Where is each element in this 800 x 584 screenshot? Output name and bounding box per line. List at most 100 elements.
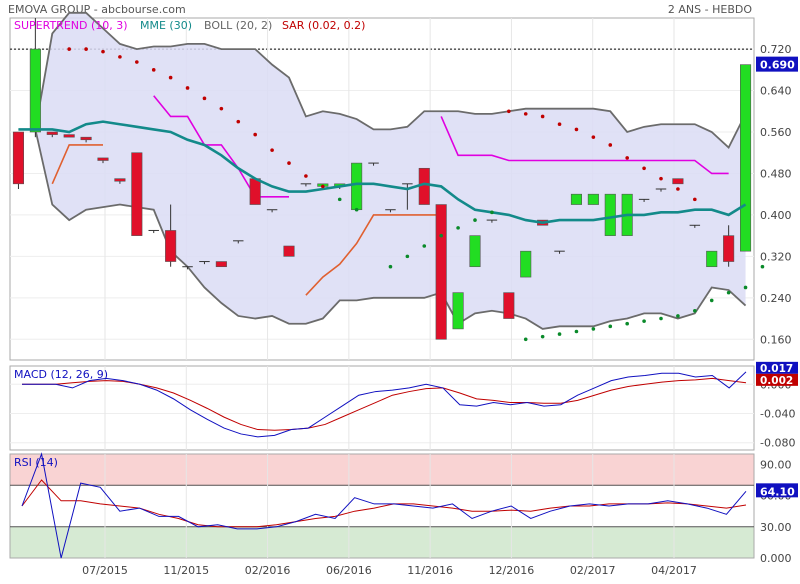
sar-dot — [540, 114, 545, 119]
macd-tick-label: -0.040 — [760, 407, 795, 420]
candle-body — [97, 157, 109, 161]
candle-body — [12, 131, 24, 185]
price-tick-label: 0.320 — [760, 250, 792, 263]
candle-body — [740, 64, 752, 252]
sar-dot — [473, 218, 477, 222]
sar-dot — [608, 324, 613, 329]
sar-dot — [67, 47, 71, 51]
x-tick-label: 12/2016 — [489, 564, 535, 577]
sar-dot — [456, 226, 460, 230]
supertrend-lower-segment — [305, 214, 442, 296]
macd-last-box — [756, 361, 798, 374]
sar-dot — [676, 314, 680, 318]
rsi-label: RSI (14) — [14, 456, 58, 469]
sar-dot — [760, 264, 765, 269]
legend: SUPERTREND (10, 3) MME (30) BOLL (20, 2)… — [14, 19, 365, 32]
sar-dot — [523, 337, 528, 342]
period-label: 2 ANS - HEBDO — [668, 3, 752, 16]
sar-dot — [540, 334, 545, 339]
bollinger-upper-line — [18, 11, 747, 150]
supertrend-upper-segment — [153, 95, 289, 198]
macd-last-value: 0.017 — [760, 363, 793, 375]
sar-dots — [67, 47, 765, 342]
candle-body — [215, 261, 227, 268]
rsi-lines — [21, 452, 747, 559]
candle-body — [604, 193, 616, 236]
sar-dot — [642, 319, 646, 323]
price-tick-label: 0.160 — [760, 333, 792, 346]
price-tick-label: 0.560 — [760, 126, 792, 139]
last-price-label: 0.690 — [760, 59, 795, 72]
candle-body — [114, 178, 126, 182]
candle-body — [503, 292, 515, 319]
sar-dot — [202, 96, 207, 101]
x-axis: 07/2015 11/2015 02/2016 06/2016 11/2016 12/20… — [82, 564, 697, 577]
rsi-overbought-zone — [10, 454, 754, 486]
supertrend-lines — [51, 95, 729, 296]
rsi-last-box — [756, 483, 798, 498]
candle-body — [283, 245, 295, 257]
sar-dot — [659, 176, 663, 181]
candle-body — [672, 178, 684, 185]
sar-dot — [709, 298, 714, 303]
macd-main-line — [22, 371, 747, 438]
candle-body — [452, 292, 464, 330]
sar-dot — [168, 75, 173, 80]
price-tick-label: 0.400 — [760, 209, 792, 222]
sar-dot — [693, 308, 697, 313]
candle-body — [587, 193, 599, 205]
candle-body — [469, 235, 481, 268]
sar-dot — [84, 47, 88, 51]
rsi-tick-label: 0.000 — [760, 552, 792, 565]
sar-dot — [354, 207, 359, 212]
price-axis: 0.720 0.640 0.560 0.480 0.400 0.320 0.240 0.160… — [756, 43, 798, 346]
candle-body — [570, 193, 582, 205]
sar-dot — [743, 285, 748, 290]
x-tick-label: 02/2017 — [570, 564, 616, 577]
sar-dot — [490, 210, 494, 215]
macd-tick-label: -0.080 — [760, 437, 795, 450]
sar-dot — [557, 332, 562, 336]
sar-dot — [101, 49, 105, 54]
supertrend-lower-segment — [51, 144, 103, 185]
rsi-oversold-zone — [10, 526, 754, 558]
sar-dot — [185, 86, 190, 90]
sar-dot — [219, 106, 224, 111]
bollinger-band — [18, 11, 747, 330]
sar-dot — [557, 122, 562, 127]
sar-dot — [625, 321, 629, 326]
x-tick-label: 06/2016 — [326, 564, 372, 577]
x-tick-label: 04/2017 — [651, 564, 697, 577]
macd-lines — [22, 371, 747, 438]
rsi-main-line — [21, 452, 747, 559]
sar-dot — [659, 316, 663, 321]
legend-supertrend: SUPERTREND (10, 3) — [14, 19, 128, 32]
candle-body — [418, 167, 430, 205]
candle-body — [723, 235, 735, 262]
last-price-box — [756, 56, 798, 72]
sar-dot — [439, 233, 443, 238]
chart-title: EMOVA GROUP - abcbourse.com — [8, 3, 186, 16]
candle-body — [131, 152, 143, 236]
sar-dot — [625, 156, 629, 160]
sar-dot — [608, 143, 613, 147]
mme-polyline — [18, 120, 747, 224]
sar-dot — [676, 187, 680, 191]
rsi-tick-label: 90.00 — [760, 458, 792, 471]
mme-line — [18, 120, 747, 224]
sar-dot — [118, 55, 122, 59]
sar-dot — [642, 166, 646, 171]
candle-body — [165, 230, 177, 262]
signal-last-value: 0.002 — [760, 375, 793, 387]
candle-body — [63, 134, 75, 138]
rsi-last-value: 64.10 — [760, 485, 795, 498]
macd-grid — [10, 366, 754, 450]
candle-body — [249, 178, 261, 205]
sar-dot — [591, 327, 596, 331]
sar-dot — [574, 329, 579, 334]
sar-dot — [574, 127, 579, 132]
x-tick-label: 07/2015 — [82, 564, 128, 577]
